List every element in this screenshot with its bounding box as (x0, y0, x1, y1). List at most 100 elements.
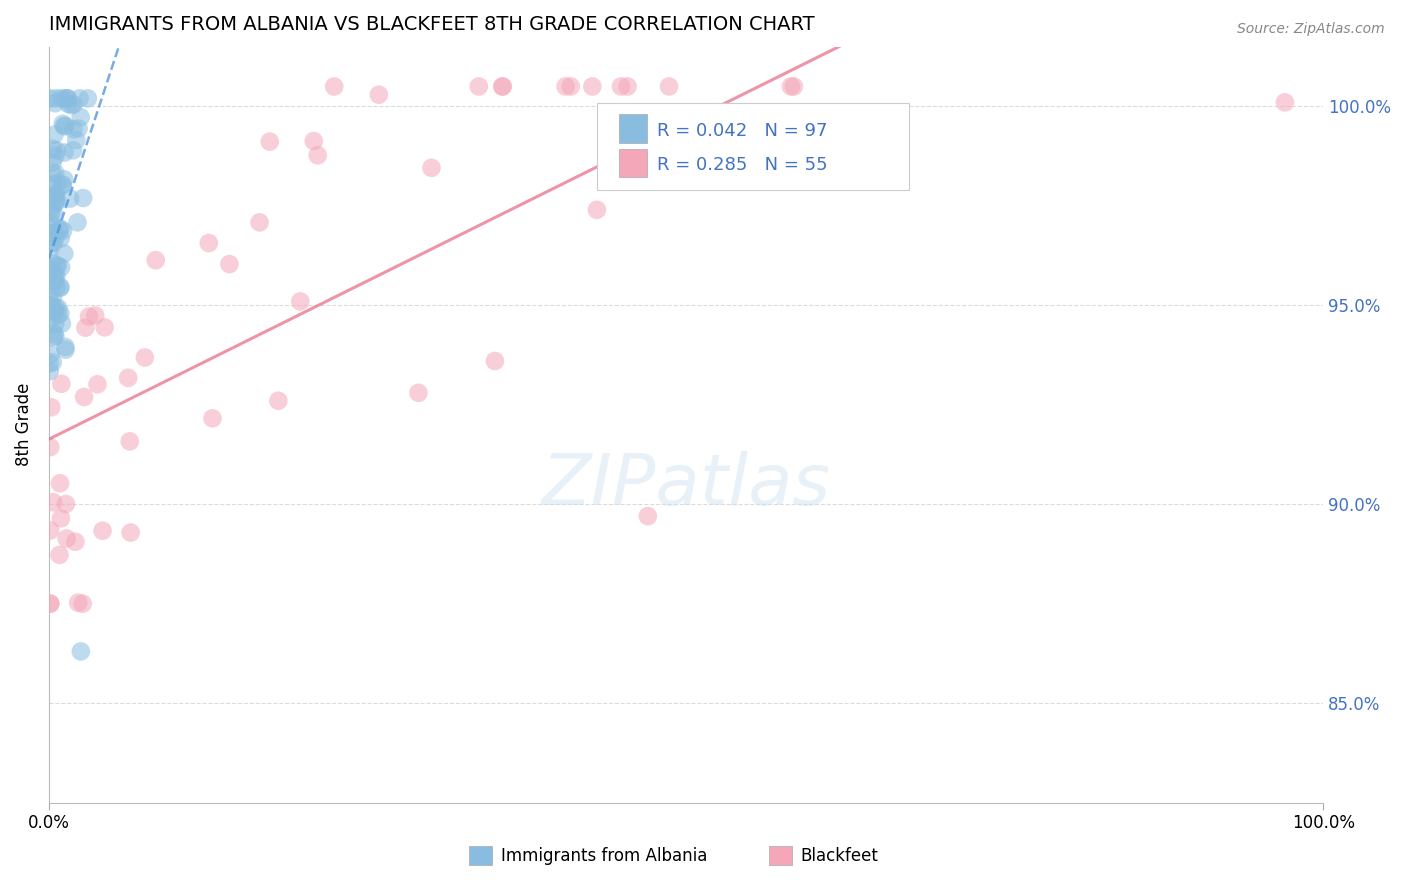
Point (367, 87, 389, 102)
Point (49, 260, 72, 275)
Point (554, 79, 576, 94)
Point (93, 320, 115, 334)
Point (39, 190, 62, 204)
Point (65, 534, 87, 549)
Y-axis label: 8th Grade: 8th Grade (15, 383, 32, 467)
Point (69, 91, 91, 105)
Point (302, 134, 325, 148)
Point (42, 355, 65, 369)
Point (86, 377, 108, 392)
Point (39, 91, 62, 105)
Point (55, 340, 77, 354)
Point (66, 215, 89, 229)
Point (118, 434, 141, 449)
Text: R = 0.285   N = 55: R = 0.285 N = 55 (657, 156, 827, 174)
Point (77, 310, 100, 324)
Point (44, 326, 66, 341)
Point (73, 390, 96, 404)
Point (616, 79, 638, 94)
Point (46, 301, 69, 315)
Point (44, 274, 66, 288)
Bar (769, 846, 792, 864)
Text: IMMIGRANTS FROM ALBANIA VS BLACKFEET 8TH GRADE CORRELATION CHART: IMMIGRANTS FROM ALBANIA VS BLACKFEET 8TH… (49, 15, 814, 34)
Bar (470, 846, 492, 864)
Point (49, 281, 72, 295)
Point (76, 91, 98, 105)
Text: Blackfeet: Blackfeet (801, 847, 879, 864)
Point (45, 194, 67, 209)
Point (1274, 95, 1296, 110)
Point (44, 318, 66, 332)
Point (55, 343, 77, 357)
Point (52, 224, 75, 238)
Point (45, 149, 67, 163)
Point (49, 476, 72, 491)
Point (53, 172, 76, 186)
Point (62, 122, 84, 136)
Point (42, 226, 65, 240)
Point (38, 356, 60, 370)
Point (201, 411, 224, 425)
Point (44, 303, 66, 318)
Point (267, 393, 290, 408)
Point (42, 142, 65, 156)
Point (62, 97, 84, 112)
Point (198, 235, 221, 250)
Point (779, 79, 801, 94)
Point (484, 354, 506, 368)
Point (45, 268, 67, 283)
Point (408, 385, 430, 400)
Point (39, 265, 62, 279)
Point (51, 317, 73, 331)
Point (53, 246, 76, 260)
Point (45, 188, 67, 202)
Point (39, 597, 62, 611)
Point (581, 79, 603, 94)
Point (41, 219, 63, 233)
Point (52, 178, 75, 193)
Point (46, 308, 69, 322)
Point (491, 79, 513, 94)
Point (42, 495, 65, 509)
Point (59, 192, 82, 206)
Point (44, 304, 66, 318)
Text: Immigrants from Albania: Immigrants from Albania (502, 847, 707, 864)
Point (560, 79, 582, 94)
Text: ZIPatlas: ZIPatlas (541, 450, 831, 520)
Point (45, 259, 67, 273)
FancyBboxPatch shape (598, 103, 910, 190)
Point (38, 301, 60, 315)
Point (586, 202, 609, 217)
Point (468, 79, 491, 94)
Point (84, 309, 107, 323)
Point (637, 509, 659, 524)
Point (39, 597, 62, 611)
Point (65, 133, 87, 147)
Point (41, 166, 63, 180)
Point (56, 91, 79, 105)
Point (610, 79, 633, 94)
Point (39, 524, 62, 538)
Point (39, 235, 62, 250)
Text: R = 0.042   N = 97: R = 0.042 N = 97 (657, 121, 827, 139)
Point (420, 161, 443, 175)
Point (120, 525, 142, 540)
Point (69, 110, 91, 124)
Point (41, 262, 63, 277)
Bar (619, 114, 647, 143)
Point (39, 298, 62, 312)
Point (45, 144, 67, 158)
Point (46, 194, 69, 208)
Point (45, 187, 67, 202)
Point (307, 148, 329, 162)
Point (49, 221, 72, 235)
Point (44, 268, 66, 283)
Point (38, 364, 60, 378)
Point (41, 155, 63, 169)
Point (39, 202, 62, 216)
Point (45, 177, 67, 191)
Point (44, 96, 66, 111)
Point (49, 280, 72, 294)
Point (52, 117, 75, 131)
Point (56, 91, 79, 105)
